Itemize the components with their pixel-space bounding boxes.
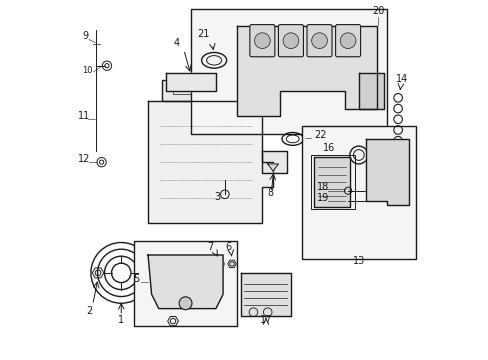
Text: 4: 4 bbox=[173, 38, 179, 48]
FancyBboxPatch shape bbox=[134, 241, 237, 327]
Polygon shape bbox=[237, 26, 376, 116]
FancyBboxPatch shape bbox=[249, 24, 274, 57]
Text: 10: 10 bbox=[82, 66, 93, 75]
Text: 2: 2 bbox=[86, 306, 92, 316]
FancyBboxPatch shape bbox=[306, 24, 331, 57]
Text: 21: 21 bbox=[197, 29, 209, 39]
Polygon shape bbox=[358, 73, 383, 109]
Circle shape bbox=[283, 33, 298, 49]
Text: 9: 9 bbox=[82, 31, 88, 41]
Text: 15: 15 bbox=[370, 140, 383, 150]
Text: 1: 1 bbox=[118, 315, 124, 325]
Text: 22: 22 bbox=[313, 130, 326, 140]
Text: 8: 8 bbox=[266, 188, 273, 198]
Text: 13: 13 bbox=[352, 256, 364, 266]
Polygon shape bbox=[262, 152, 287, 173]
Text: 19: 19 bbox=[316, 193, 328, 203]
FancyBboxPatch shape bbox=[190, 9, 386, 134]
Circle shape bbox=[179, 297, 192, 310]
Text: 6: 6 bbox=[225, 242, 231, 252]
Text: 3: 3 bbox=[214, 192, 220, 202]
Text: 18: 18 bbox=[316, 182, 328, 192]
Text: 16: 16 bbox=[323, 143, 335, 153]
FancyBboxPatch shape bbox=[301, 126, 415, 258]
Polygon shape bbox=[165, 73, 216, 91]
Text: 20: 20 bbox=[371, 6, 384, 16]
Text: 11: 11 bbox=[78, 111, 90, 121]
Polygon shape bbox=[148, 255, 223, 309]
Text: 14: 14 bbox=[395, 74, 407, 84]
Circle shape bbox=[311, 33, 326, 49]
Text: 12: 12 bbox=[78, 154, 90, 164]
Polygon shape bbox=[365, 139, 408, 205]
Circle shape bbox=[340, 33, 355, 49]
FancyBboxPatch shape bbox=[278, 24, 303, 57]
Polygon shape bbox=[267, 164, 278, 171]
FancyBboxPatch shape bbox=[335, 24, 360, 57]
Text: 5: 5 bbox=[133, 274, 140, 284]
FancyBboxPatch shape bbox=[313, 157, 349, 207]
Polygon shape bbox=[148, 102, 272, 223]
FancyBboxPatch shape bbox=[162, 80, 247, 102]
Text: 7: 7 bbox=[207, 242, 213, 252]
Text: 17: 17 bbox=[259, 315, 271, 325]
Circle shape bbox=[254, 33, 270, 49]
Polygon shape bbox=[241, 273, 290, 316]
